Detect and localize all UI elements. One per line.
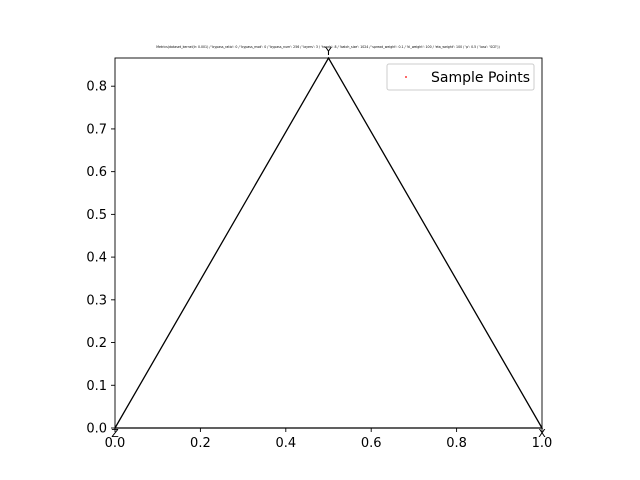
- y-tick-label: 0.1: [86, 379, 107, 394]
- vertex-label: X: [538, 427, 546, 440]
- x-axis: 0.0 0.2 0.4 0.6 0.8 1.0: [105, 428, 553, 451]
- y-axis: 0.0 0.1 0.2 0.3 0.4 0.5 0.6 0.7 0.8: [86, 80, 115, 437]
- vertex-label: Z: [111, 427, 119, 440]
- y-tick-label: 0.7: [86, 122, 107, 137]
- simplex-triangle: [113, 56, 544, 429]
- vertex-label: Y: [324, 45, 332, 58]
- y-tick-label: 0.6: [86, 165, 107, 180]
- y-tick-label: 0.8: [86, 80, 107, 95]
- x-tick-label: 0.0: [105, 436, 126, 451]
- x-tick-label: 1.0: [532, 436, 553, 451]
- legend: Sample Points: [386, 63, 535, 91]
- y-tick-label: 0.3: [86, 293, 107, 308]
- legend-marker-sample-points: [405, 76, 407, 78]
- x-tick-label: 0.6: [361, 436, 382, 451]
- plot-area: [113, 56, 544, 429]
- y-tick-label: 0.5: [86, 208, 107, 223]
- y-tick-label: 0.2: [86, 336, 107, 351]
- x-tick-label: 0.8: [446, 436, 467, 451]
- x-tick-label: 0.4: [275, 436, 296, 451]
- simplex-vertex-labels: Z X Y: [111, 45, 546, 440]
- chart-title: Metrics(dataset_kernel(lr: 0.001) / 'byp…: [156, 45, 500, 49]
- x-tick-label: 0.2: [190, 436, 211, 451]
- y-tick-label: 0.0: [86, 422, 107, 437]
- y-tick-label: 0.4: [86, 251, 107, 266]
- legend-label-sample-points: Sample Points: [431, 70, 530, 86]
- legend-box: [386, 63, 535, 91]
